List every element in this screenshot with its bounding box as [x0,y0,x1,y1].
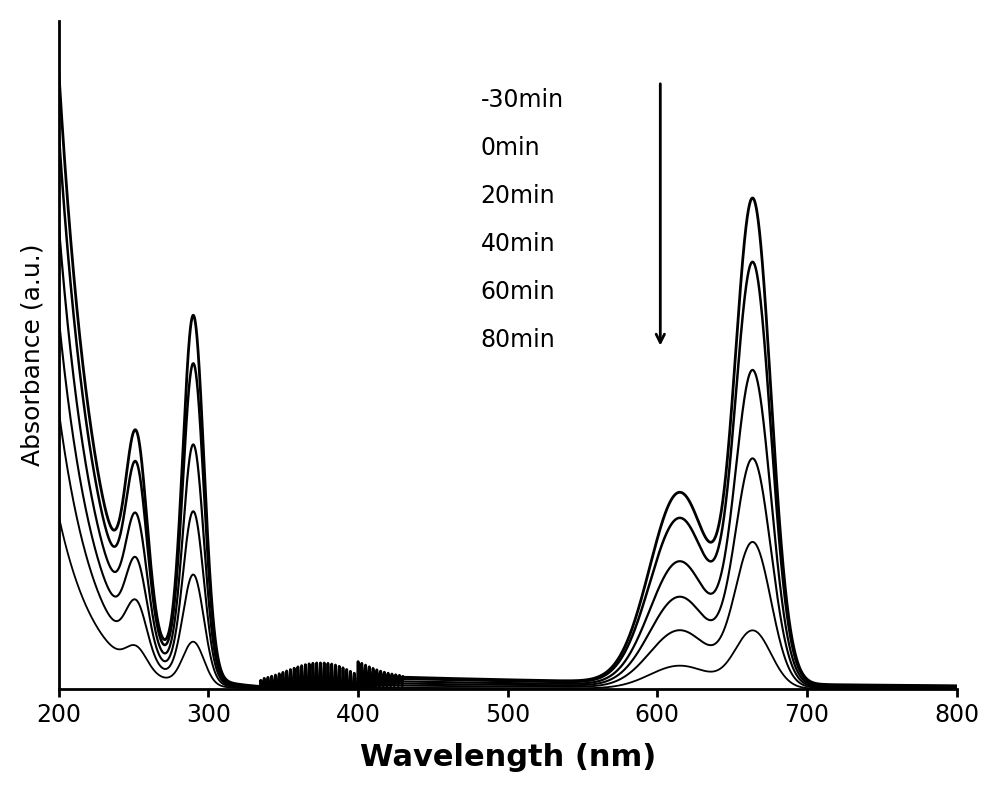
Text: 60min: 60min [481,280,555,305]
Text: 40min: 40min [481,232,555,256]
X-axis label: Wavelength (nm): Wavelength (nm) [360,743,656,772]
Text: 20min: 20min [481,184,555,208]
Text: -30min: -30min [481,88,564,112]
Y-axis label: Absorbance (a.u.): Absorbance (a.u.) [21,243,45,466]
Text: 0min: 0min [481,136,540,160]
Text: 80min: 80min [481,328,555,352]
